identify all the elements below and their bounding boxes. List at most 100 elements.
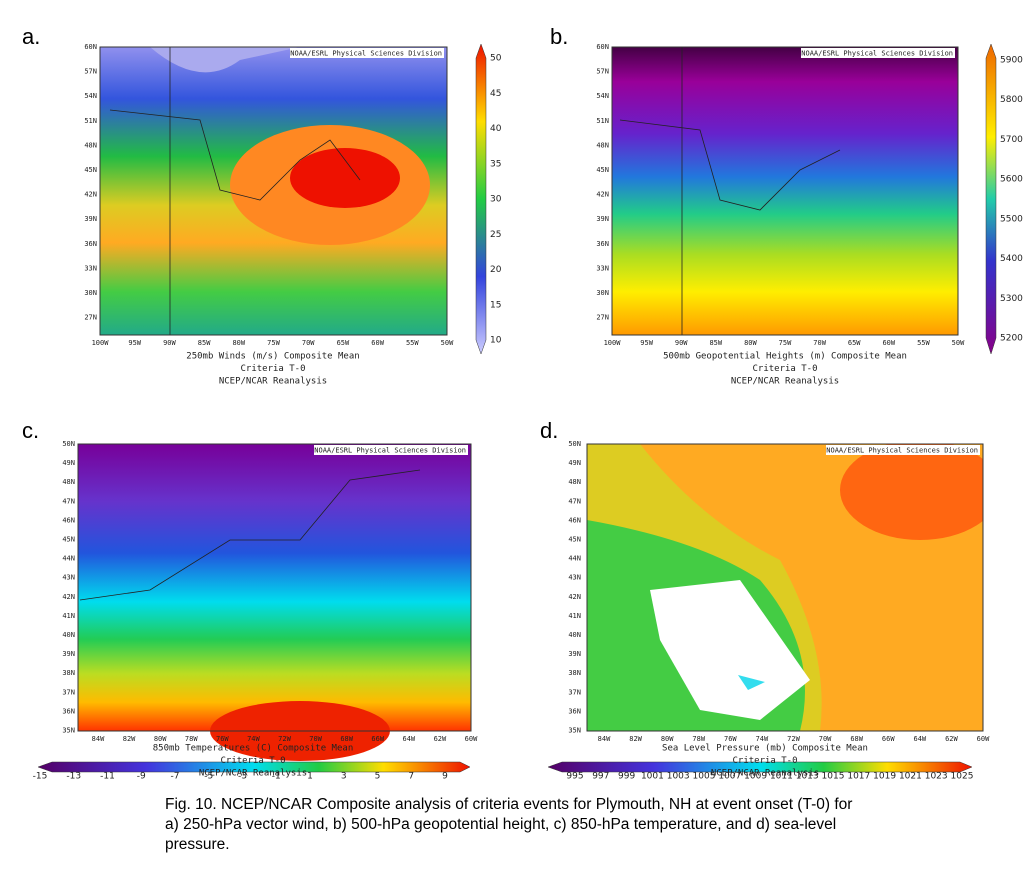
- colorbar-label: 5500: [1000, 214, 1023, 224]
- lat-tick: 41N: [62, 612, 75, 620]
- map-frame: [99, 46, 448, 336]
- lon-tick: 85W: [709, 339, 722, 347]
- colorbar-label: -13: [66, 772, 81, 782]
- map-caption: 500mb Geopotential Heights (m) Composite…: [663, 352, 907, 362]
- lon-tick: 80W: [154, 735, 167, 743]
- lat-tick: 38N: [62, 669, 75, 677]
- lon-tick: 85W: [198, 339, 211, 347]
- lon-tick: 76W: [216, 735, 229, 743]
- panel-letter: d.: [540, 418, 558, 443]
- lon-tick: 90W: [675, 339, 688, 347]
- map-c: [78, 444, 471, 761]
- lon-tick: 100W: [92, 339, 110, 347]
- lon-tick: 68W: [340, 735, 353, 743]
- lat-tick: 36N: [568, 707, 581, 715]
- lon-tick: 70W: [819, 735, 832, 743]
- colorbar-label: 20: [490, 265, 502, 275]
- map-caption: Criteria T-0: [732, 756, 797, 766]
- lat-tick: 45N: [596, 166, 609, 174]
- lon-tick: 82W: [629, 735, 642, 743]
- lon-tick: 80W: [232, 339, 245, 347]
- lon-tick: 65W: [848, 339, 861, 347]
- map-caption: 850mb Temperatures (C) Composite Mean: [153, 744, 353, 754]
- map-caption: NCEP/NCAR Reanalysis: [219, 377, 327, 387]
- map-frame: [611, 46, 959, 336]
- colorbar-label: 5400: [1000, 254, 1023, 264]
- colorbar-label: -1: [272, 772, 281, 782]
- lat-tick: 46N: [568, 516, 581, 524]
- lat-tick: 40N: [62, 631, 75, 639]
- lat-tick: 47N: [62, 497, 75, 505]
- colorbar-label: 997: [592, 772, 609, 782]
- lon-tick: 70W: [302, 339, 315, 347]
- figure-caption: a) 250-hPa vector wind, b) 500-hPa geopo…: [165, 816, 836, 833]
- colorbar-label: 1005: [693, 772, 716, 782]
- map-d: [587, 444, 983, 731]
- lat-tick: 30N: [596, 289, 609, 297]
- colorbar-label: -5: [204, 772, 213, 782]
- map-frame: [586, 443, 984, 732]
- lat-tick: 43N: [62, 574, 75, 582]
- lon-tick: 62W: [945, 735, 958, 743]
- lat-tick: 48N: [568, 478, 581, 486]
- lon-tick: 100W: [604, 339, 622, 347]
- lat-tick: 39N: [568, 650, 581, 658]
- lon-tick: 95W: [640, 339, 653, 347]
- lon-tick: 62W: [434, 735, 447, 743]
- lat-tick: 47N: [568, 497, 581, 505]
- colorbar-label: 45: [490, 89, 501, 99]
- map-caption: NCEP/NCAR Reanalysis: [199, 769, 307, 779]
- lat-tick: 57N: [596, 68, 609, 76]
- lon-tick: 60W: [977, 735, 990, 743]
- lat-tick: 40N: [568, 631, 581, 639]
- colorbar-label: 40: [490, 124, 502, 134]
- lat-tick: 27N: [596, 314, 609, 322]
- lon-tick: 72W: [278, 735, 291, 743]
- lon-tick: 60W: [882, 339, 895, 347]
- map-caption: Criteria T-0: [240, 364, 305, 374]
- lat-tick: 39N: [62, 650, 75, 658]
- lat-tick: 48N: [84, 141, 97, 149]
- lat-tick: 60N: [84, 43, 97, 51]
- panel-letter: b.: [550, 24, 568, 49]
- colorbar-label: 5600: [1000, 175, 1023, 185]
- colorbar-label: 5: [375, 772, 381, 782]
- colorbar-label: 35: [490, 159, 501, 169]
- map-b: [612, 47, 958, 335]
- lat-tick: 44N: [568, 555, 581, 563]
- colorbar: [475, 43, 487, 355]
- colorbar-label: 1003: [667, 772, 690, 782]
- map-caption: Criteria T-0: [220, 756, 285, 766]
- figure-caption: pressure.: [165, 836, 230, 853]
- map-caption: NCEP/NCAR Reanalysis: [731, 377, 839, 387]
- colorbar-label: 1013: [796, 772, 819, 782]
- lat-tick: 36N: [84, 240, 97, 248]
- colorbar-label: 7: [408, 772, 414, 782]
- colorbar-label: 1001: [641, 772, 664, 782]
- lat-tick: 43N: [568, 574, 581, 582]
- lat-tick: 35N: [568, 727, 581, 735]
- colorbar: [547, 761, 973, 773]
- map-caption: Criteria T-0: [752, 364, 817, 374]
- lat-tick: 30N: [84, 289, 97, 297]
- lat-tick: 33N: [596, 264, 609, 272]
- lat-tick: 51N: [84, 117, 97, 125]
- credit: NOAA/ESRL Physical Sciences Division: [290, 50, 442, 58]
- lat-tick: 38N: [568, 669, 581, 677]
- colorbar-label: -7: [171, 772, 180, 782]
- lon-tick: 65W: [337, 339, 350, 347]
- colorbar-label: 15: [490, 300, 501, 310]
- colorbar-label: 10: [490, 336, 502, 346]
- lat-tick: 45N: [568, 536, 581, 544]
- lon-tick: 66W: [371, 735, 384, 743]
- lat-tick: 35N: [62, 727, 75, 735]
- panel-letter: c.: [22, 418, 39, 443]
- lon-tick: 64W: [914, 735, 927, 743]
- lon-tick: 50W: [441, 339, 454, 347]
- map-a: [100, 47, 447, 335]
- lon-tick: 55W: [406, 339, 419, 347]
- lon-tick: 60W: [371, 339, 384, 347]
- lon-tick: 68W: [850, 735, 863, 743]
- colorbar: [37, 761, 471, 773]
- colorbar-label: 995: [566, 772, 583, 782]
